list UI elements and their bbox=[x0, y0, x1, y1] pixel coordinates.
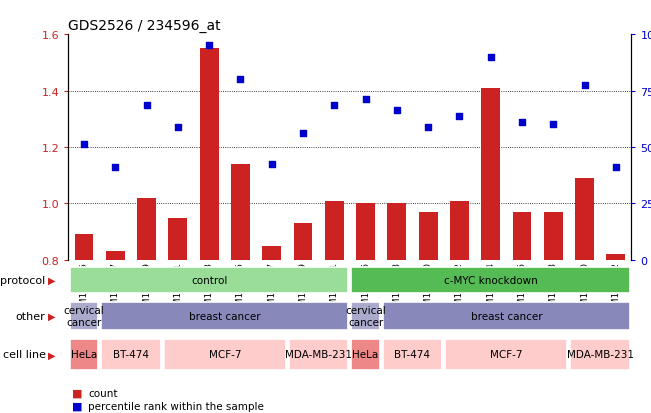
Text: MCF-7: MCF-7 bbox=[490, 349, 523, 360]
Bar bbox=[450, 201, 469, 260]
Text: ▶: ▶ bbox=[48, 311, 55, 321]
Point bbox=[579, 83, 590, 89]
Bar bbox=[607, 254, 625, 260]
Text: other: other bbox=[16, 311, 46, 321]
Bar bbox=[575, 178, 594, 260]
Point bbox=[392, 108, 402, 114]
FancyBboxPatch shape bbox=[101, 302, 348, 330]
Bar bbox=[294, 223, 312, 260]
Text: HeLa: HeLa bbox=[352, 349, 379, 360]
Point bbox=[611, 164, 621, 171]
FancyBboxPatch shape bbox=[70, 302, 98, 330]
Bar bbox=[262, 246, 281, 260]
Text: MCF-7: MCF-7 bbox=[208, 349, 241, 360]
Point bbox=[454, 114, 465, 120]
Bar bbox=[106, 252, 125, 260]
Text: BT-474: BT-474 bbox=[113, 349, 149, 360]
FancyBboxPatch shape bbox=[352, 339, 380, 370]
Text: GDS2526 / 234596_at: GDS2526 / 234596_at bbox=[68, 19, 221, 33]
Text: ▶: ▶ bbox=[48, 349, 55, 360]
Point bbox=[204, 43, 214, 50]
Bar bbox=[512, 212, 531, 260]
Text: ■: ■ bbox=[72, 388, 82, 398]
Text: ■: ■ bbox=[72, 401, 82, 411]
Text: HeLa: HeLa bbox=[71, 349, 97, 360]
FancyBboxPatch shape bbox=[70, 267, 348, 294]
Bar bbox=[419, 212, 437, 260]
Text: cervical
cancer: cervical cancer bbox=[64, 306, 104, 327]
Bar bbox=[200, 49, 219, 260]
Point bbox=[486, 55, 496, 61]
Point bbox=[517, 119, 527, 126]
FancyBboxPatch shape bbox=[383, 339, 442, 370]
Text: BT-474: BT-474 bbox=[395, 349, 430, 360]
Text: breast cancer: breast cancer bbox=[189, 311, 260, 321]
FancyBboxPatch shape bbox=[164, 339, 286, 370]
Text: c-MYC knockdown: c-MYC knockdown bbox=[444, 275, 538, 285]
Point bbox=[266, 161, 277, 168]
Point bbox=[79, 142, 89, 148]
Bar bbox=[325, 201, 344, 260]
Bar bbox=[387, 204, 406, 260]
Text: count: count bbox=[88, 388, 117, 398]
FancyBboxPatch shape bbox=[70, 339, 98, 370]
Text: MDA-MB-231: MDA-MB-231 bbox=[285, 349, 352, 360]
Text: percentile rank within the sample: percentile rank within the sample bbox=[88, 401, 264, 411]
Text: ▶: ▶ bbox=[48, 275, 55, 285]
Bar bbox=[544, 212, 562, 260]
Point bbox=[548, 122, 559, 128]
FancyBboxPatch shape bbox=[352, 267, 630, 294]
Text: protocol: protocol bbox=[0, 275, 46, 285]
FancyBboxPatch shape bbox=[383, 302, 630, 330]
Point bbox=[329, 102, 339, 109]
Text: cervical
cancer: cervical cancer bbox=[345, 306, 386, 327]
FancyBboxPatch shape bbox=[352, 302, 380, 330]
Bar bbox=[356, 204, 375, 260]
FancyBboxPatch shape bbox=[570, 339, 630, 370]
FancyBboxPatch shape bbox=[289, 339, 348, 370]
Text: breast cancer: breast cancer bbox=[471, 311, 542, 321]
FancyBboxPatch shape bbox=[445, 339, 567, 370]
Point bbox=[235, 77, 245, 83]
Point bbox=[110, 164, 120, 171]
Point bbox=[298, 130, 308, 137]
Point bbox=[141, 102, 152, 109]
Point bbox=[361, 97, 371, 103]
Bar bbox=[169, 218, 187, 260]
Text: cell line: cell line bbox=[3, 349, 46, 360]
Bar bbox=[481, 88, 500, 260]
Bar bbox=[75, 235, 93, 260]
Bar bbox=[137, 198, 156, 260]
Point bbox=[173, 125, 183, 131]
Bar bbox=[231, 164, 250, 260]
Text: control: control bbox=[191, 275, 227, 285]
Text: MDA-MB-231: MDA-MB-231 bbox=[566, 349, 633, 360]
Point bbox=[423, 125, 434, 131]
FancyBboxPatch shape bbox=[101, 339, 161, 370]
